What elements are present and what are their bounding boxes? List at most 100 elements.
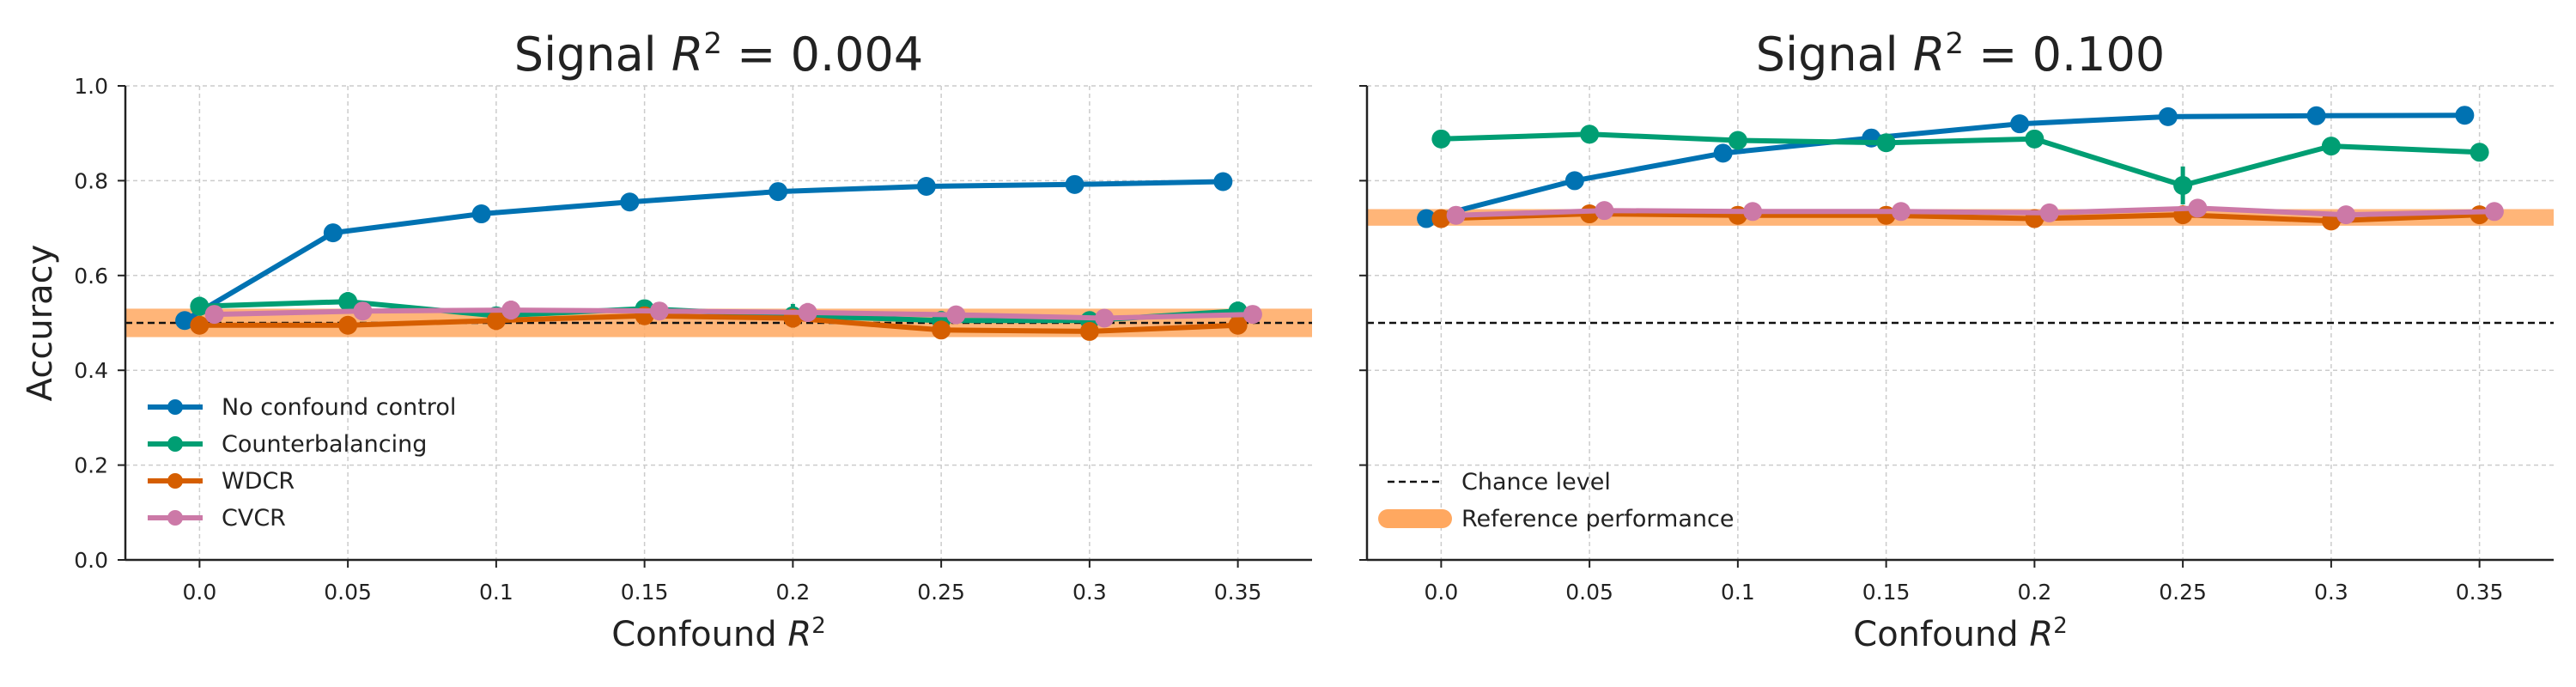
data-point	[1580, 125, 1600, 144]
data-point	[1065, 174, 1084, 194]
y-tick-label: 0.6	[74, 264, 108, 289]
panel-title: Signal R2 = 0.100	[1756, 27, 2165, 82]
y-tick-label: 0.0	[74, 548, 108, 573]
legend-swatch-marker	[167, 399, 183, 415]
x-tick-label: 0.2	[2017, 580, 2051, 605]
series-no-confound-control	[175, 172, 1233, 331]
legend-swatch-marker	[167, 436, 183, 452]
data-point	[1728, 131, 1747, 150]
x-tick-label: 0.3	[1072, 580, 1107, 605]
series-line	[1425, 112, 2465, 222]
legend-methods: No confound control Counterbalancing WDCR C…	[148, 394, 456, 532]
x-tick-label: 0.15	[621, 580, 669, 605]
x-tick-label: 0.35	[2456, 580, 2504, 605]
data-point	[1079, 321, 1099, 341]
data-point	[204, 305, 224, 325]
data-point	[620, 192, 640, 212]
data-point	[946, 305, 966, 325]
x-tick-label: 0.05	[324, 580, 372, 605]
x-tick-label: 0.1	[1721, 580, 1755, 605]
data-point	[1743, 202, 1763, 222]
data-point	[501, 301, 521, 320]
x-tick-label: 0.2	[775, 580, 810, 605]
x-tick-label: 0.0	[182, 580, 216, 605]
legend-label: Chance level	[1461, 469, 1611, 495]
data-point	[2173, 175, 2193, 195]
data-point	[1431, 129, 1451, 149]
series-cvcr	[204, 301, 1262, 328]
chart-panel-2: 0.0 0.05 0.1 0.15 0.2 0.25 0.3 0.35 Signal R2 = …	[1359, 27, 2554, 654]
data-point	[916, 177, 936, 197]
data-point	[338, 315, 358, 335]
series-line	[199, 313, 1238, 334]
data-point	[1228, 315, 1248, 335]
data-point	[1095, 308, 1115, 328]
legend-references: Chance level Reference performance	[1378, 469, 1734, 532]
panel-title: Signal R2 = 0.004	[514, 27, 923, 82]
data-point	[190, 296, 210, 316]
data-point	[323, 223, 343, 243]
legend-label: CVCR	[222, 505, 286, 532]
data-point	[1595, 201, 1614, 221]
data-point	[932, 320, 951, 340]
data-point	[1431, 209, 1451, 228]
data-point	[1876, 133, 1896, 153]
series-line	[214, 307, 1253, 321]
series-line	[1455, 205, 2494, 218]
series-line	[1441, 211, 2480, 224]
legend-swatch-marker	[167, 510, 183, 526]
x-tick-label: 0.35	[1214, 580, 1262, 605]
data-point	[1564, 171, 1584, 191]
data-point	[2306, 106, 2326, 125]
x-tick-label: 0.25	[2159, 580, 2207, 605]
data-point	[2188, 198, 2208, 218]
data-point	[2321, 137, 2341, 156]
data-point	[1713, 143, 1733, 163]
data-point	[486, 311, 506, 331]
data-point	[2484, 202, 2504, 222]
series-cvcr	[1446, 198, 2504, 225]
series-line	[183, 179, 1224, 323]
data-point	[2336, 205, 2356, 225]
x-tick-label: 0.25	[917, 580, 965, 605]
data-point	[2158, 106, 2178, 126]
series-counterbalancing	[1431, 125, 2489, 204]
data-point	[190, 315, 210, 335]
data-point	[1446, 205, 1466, 225]
x-tick-label: 0.15	[1862, 580, 1911, 605]
x-axis-label: Confound R2	[611, 613, 825, 654]
y-tick-label: 0.4	[74, 358, 108, 383]
x-tick-label: 0.0	[1424, 580, 1458, 605]
x-tick-label: 0.1	[479, 580, 513, 605]
series-wdcr	[1431, 204, 2489, 231]
data-point	[338, 292, 358, 312]
data-point	[769, 182, 788, 202]
data-point	[175, 311, 195, 331]
legend-label: No confound control	[222, 394, 456, 421]
data-point	[2455, 106, 2475, 125]
y-axis-label: Accuracy	[21, 245, 60, 402]
data-point	[2025, 129, 2044, 149]
data-point	[649, 301, 669, 321]
data-point	[798, 302, 817, 322]
data-point	[1891, 202, 1911, 222]
data-point	[2039, 203, 2059, 222]
x-tick-label: 0.3	[2314, 580, 2348, 605]
x-tick-label: 0.05	[1565, 580, 1613, 605]
chart-panel-1: 0.0 0.05 0.1 0.15 0.2 0.25 0.3 0.35 0.0 0.2 0.4 0.6…	[21, 27, 1312, 654]
legend-label: Reference performance	[1461, 506, 1734, 532]
y-tick-label: 1.0	[74, 74, 108, 99]
series-line	[1441, 131, 2480, 188]
data-point	[1213, 172, 1233, 192]
legend-label: Counterbalancing	[222, 431, 427, 458]
data-point	[2470, 143, 2489, 162]
data-point	[353, 301, 373, 321]
legend-swatch-marker	[167, 473, 183, 489]
data-point	[1242, 305, 1262, 325]
y-tick-label: 0.8	[74, 168, 108, 193]
data-point	[471, 204, 491, 224]
legend-label: WDCR	[222, 468, 295, 495]
y-tick-label: 0.2	[74, 453, 108, 478]
data-point	[1417, 209, 1437, 228]
